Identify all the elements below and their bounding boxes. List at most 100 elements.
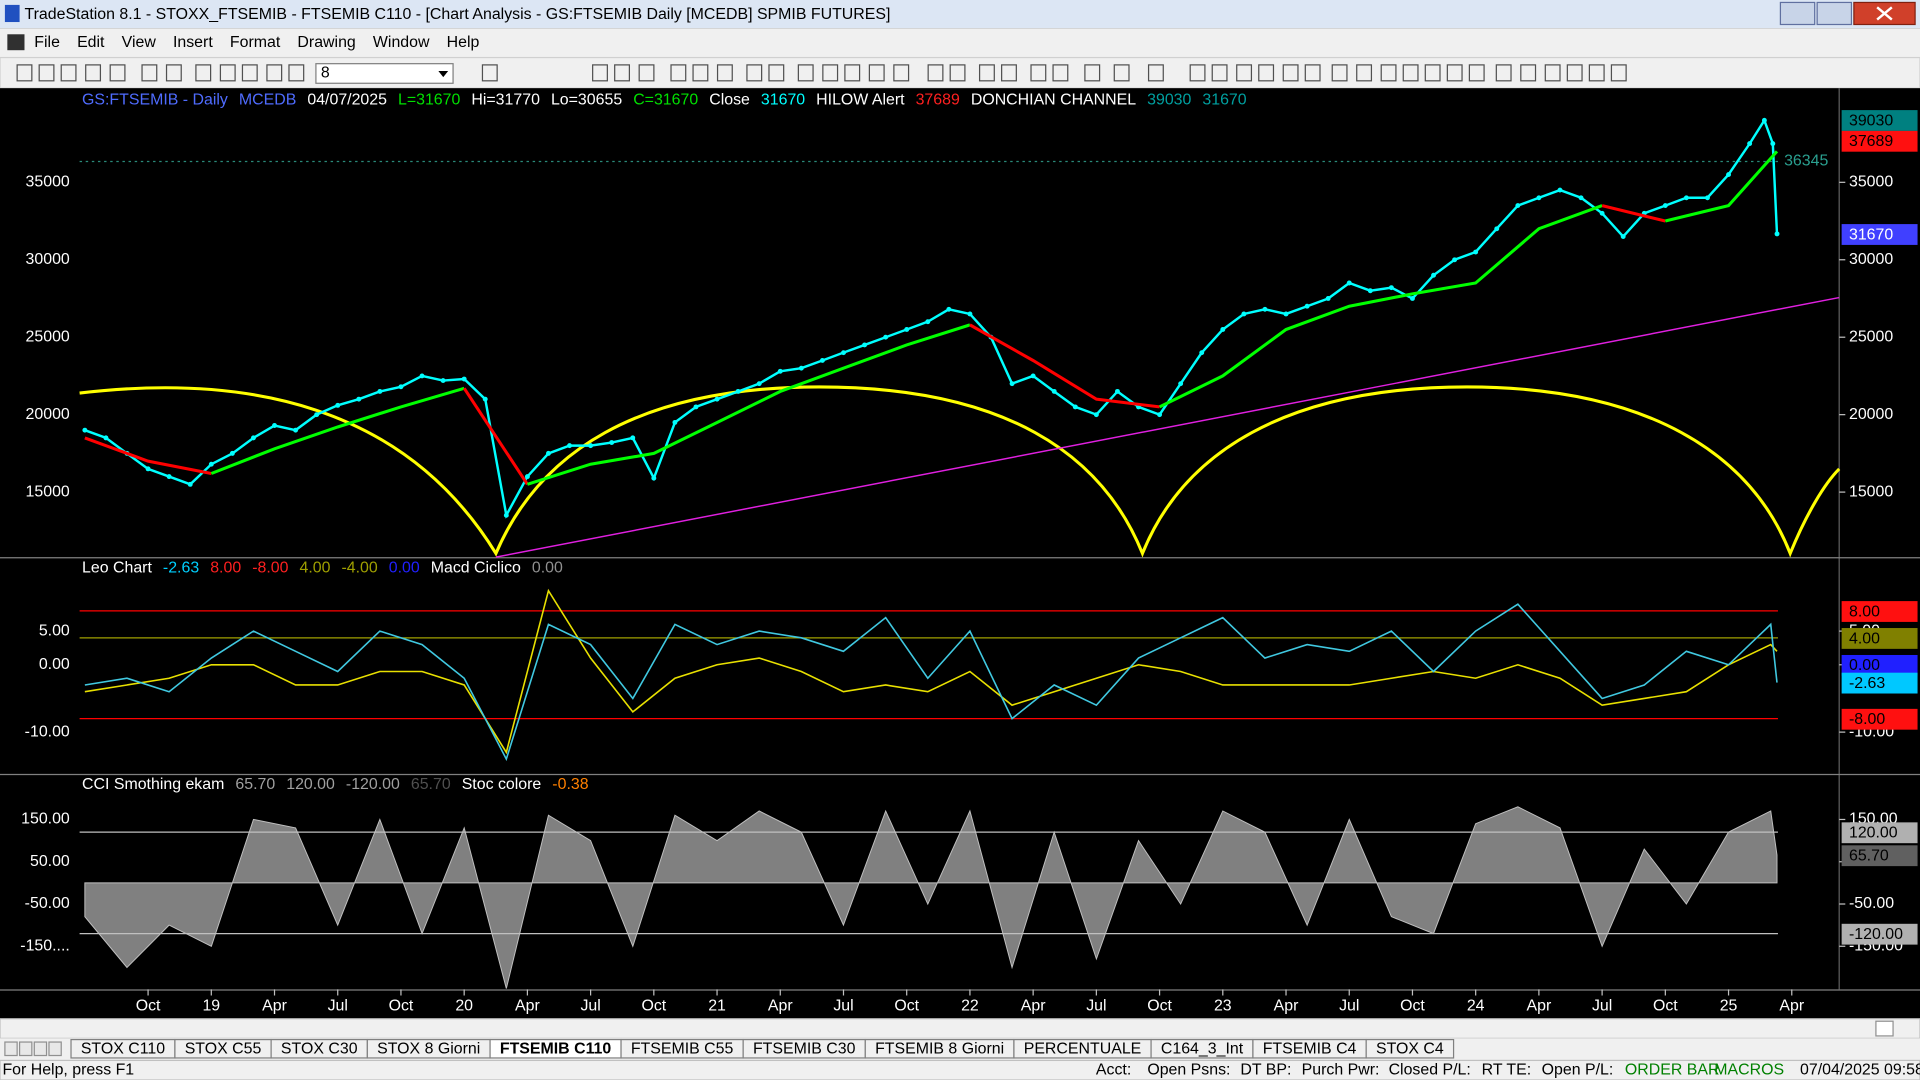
tool-icon[interactable]: [1113, 64, 1130, 82]
price-dot: [1241, 311, 1247, 317]
tab-nav[interactable]: [18, 1041, 33, 1057]
tool-icon[interactable]: [614, 64, 630, 82]
status-item: For Help, press F1: [2, 1061, 134, 1078]
tool-icon[interactable]: [670, 64, 687, 82]
tool-icon[interactable]: [1236, 64, 1253, 82]
menu-item[interactable]: Drawing: [297, 34, 355, 51]
price-dot: [1599, 210, 1605, 216]
price-dot: [1494, 226, 1500, 232]
tool-icon[interactable]: [797, 64, 814, 82]
menu-item[interactable]: Insert: [173, 34, 213, 51]
tool-icon[interactable]: [1380, 64, 1397, 82]
tool-icon[interactable]: [288, 64, 305, 82]
value-box-label: 0.00: [1849, 657, 1880, 674]
tool-icon[interactable]: [109, 64, 126, 82]
tool-icon[interactable]: [592, 64, 608, 82]
value-box-label: -2.63: [1849, 675, 1885, 692]
minimize-button[interactable]: [1779, 1, 1816, 26]
tab-nav[interactable]: [48, 1041, 62, 1057]
tool-icon[interactable]: [1446, 64, 1463, 82]
dropdown-arrow: [438, 71, 449, 78]
tool-icon[interactable]: [893, 64, 910, 82]
tool-icon[interactable]: [1001, 64, 1017, 82]
price-dot: [1705, 195, 1710, 201]
tool-icon[interactable]: [141, 64, 158, 82]
tool-icon[interactable]: [1211, 64, 1228, 82]
value-box: [1841, 224, 1918, 245]
tool-icon[interactable]: [1258, 64, 1275, 82]
y-tick-label-right: 25000: [1849, 328, 1893, 345]
tab[interactable]: [1365, 1038, 1455, 1059]
tab-nav[interactable]: [4, 1041, 18, 1057]
tool-icon[interactable]: [822, 64, 839, 82]
tool-icon[interactable]: [692, 64, 709, 82]
tool-icon[interactable]: [85, 64, 102, 82]
price-dot: [651, 475, 657, 481]
menu-item[interactable]: Window: [373, 34, 430, 51]
menu-item[interactable]: Edit: [77, 34, 105, 51]
tool-icon[interactable]: [241, 64, 258, 82]
maximize-button[interactable]: [1816, 1, 1853, 26]
value-box-label: -120.00: [1849, 926, 1903, 943]
tool-icon[interactable]: [195, 64, 212, 82]
tool-icon[interactable]: [868, 64, 885, 82]
tab-label: FTSEMIB 8 Giorni: [875, 1041, 1004, 1058]
panel-header: 0.00: [532, 559, 563, 576]
tool-icon[interactable]: [1084, 64, 1101, 82]
tool-icon[interactable]: [1052, 64, 1069, 82]
menu-item[interactable]: View: [122, 34, 157, 51]
tool-icon[interactable]: [1610, 64, 1627, 82]
tool-icon[interactable]: [1304, 64, 1321, 82]
tool-icon[interactable]: [1520, 64, 1537, 82]
close-icon: [1876, 6, 1893, 21]
price-dot: [1410, 296, 1415, 301]
tool-icon[interactable]: [1566, 64, 1583, 82]
tool-icon[interactable]: [1402, 64, 1419, 82]
scroll-thumb[interactable]: [1875, 1020, 1894, 1037]
tool-icon[interactable]: [16, 64, 33, 82]
tool-icon[interactable]: [1424, 64, 1441, 82]
tool-icon[interactable]: [1495, 64, 1512, 82]
tool-icon[interactable]: [949, 64, 966, 82]
price-dot: [693, 404, 699, 410]
tool-icon[interactable]: [1331, 64, 1348, 82]
tool-icon[interactable]: [481, 64, 498, 82]
tool-icon[interactable]: [927, 64, 944, 82]
tool-icon[interactable]: [1189, 64, 1206, 82]
panel-header: -2.63: [163, 559, 199, 576]
tool-icon[interactable]: [768, 64, 785, 82]
price-dot: [756, 381, 762, 387]
value-box-label: 4.00: [1849, 630, 1880, 647]
tool-icon[interactable]: [60, 64, 77, 82]
x-tick-label: Apr: [1779, 998, 1804, 1015]
tool-icon[interactable]: [1544, 64, 1561, 82]
tool-icon[interactable]: [978, 64, 995, 82]
tab-label: STOX C30: [281, 1041, 358, 1058]
interval-select[interactable]: [315, 63, 454, 84]
tool-icon[interactable]: [1468, 64, 1485, 82]
tool-icon[interactable]: [1356, 64, 1373, 82]
tool-icon[interactable]: [38, 64, 55, 82]
tool-icon[interactable]: [746, 64, 763, 82]
menu-item[interactable]: File: [34, 34, 60, 51]
menu-item[interactable]: Format: [230, 34, 281, 51]
value-box-label: 37689: [1849, 133, 1893, 150]
tool-icon[interactable]: [1282, 64, 1299, 82]
price-dot: [567, 443, 572, 449]
tool-icon[interactable]: [638, 64, 655, 82]
tool-icon[interactable]: [1588, 64, 1605, 82]
tool-icon[interactable]: [266, 64, 283, 82]
tool-icon[interactable]: [219, 64, 236, 82]
moving-average: [210, 386, 465, 475]
scrollbar[interactable]: [0, 1018, 1920, 1039]
menu-item[interactable]: Help: [447, 34, 480, 51]
tab-nav[interactable]: [33, 1041, 48, 1057]
tool-icon[interactable]: [844, 64, 861, 82]
tool-icon[interactable]: [165, 64, 182, 82]
tool-icon[interactable]: [1147, 64, 1164, 82]
tool-icon[interactable]: [1030, 64, 1047, 82]
panel-header: 31670: [761, 92, 805, 109]
tool-icon[interactable]: [716, 64, 733, 82]
value-box: [1841, 845, 1918, 867]
